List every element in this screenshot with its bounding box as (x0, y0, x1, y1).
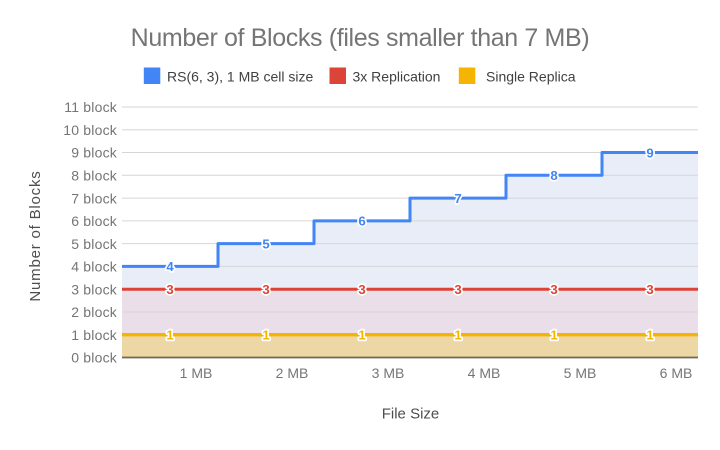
svg-text:5 block: 5 block (71, 236, 118, 252)
svg-text:1: 1 (454, 328, 461, 343)
svg-text:Single Replica: Single Replica (486, 69, 576, 85)
svg-text:RS(6, 3), 1 MB cell size: RS(6, 3), 1 MB cell size (167, 69, 313, 85)
svg-text:9 block: 9 block (71, 145, 118, 161)
svg-text:1: 1 (646, 328, 653, 343)
svg-text:6 block: 6 block (71, 213, 118, 229)
svg-text:7 block: 7 block (71, 190, 118, 206)
svg-text:3: 3 (646, 282, 653, 297)
svg-text:7: 7 (454, 191, 461, 206)
svg-text:10 block: 10 block (63, 122, 118, 138)
svg-text:4 MB: 4 MB (468, 365, 501, 381)
svg-text:4: 4 (166, 259, 174, 274)
svg-text:1 MB: 1 MB (180, 365, 213, 381)
svg-text:0 block: 0 block (71, 350, 118, 366)
svg-text:8: 8 (550, 168, 557, 183)
svg-text:Number of Blocks (files smalle: Number of Blocks (files smaller than 7 M… (131, 24, 590, 52)
svg-text:3 MB: 3 MB (372, 365, 405, 381)
svg-text:9: 9 (646, 145, 653, 160)
svg-text:3 block: 3 block (71, 281, 118, 297)
svg-text:3: 3 (454, 282, 461, 297)
svg-text:3: 3 (166, 282, 173, 297)
svg-text:3: 3 (550, 282, 557, 297)
svg-text:6 MB: 6 MB (660, 365, 693, 381)
svg-text:5: 5 (262, 236, 269, 251)
svg-text:2 block: 2 block (71, 304, 118, 320)
svg-text:1: 1 (166, 328, 173, 343)
svg-text:8 block: 8 block (71, 168, 118, 184)
svg-text:11 block: 11 block (64, 99, 118, 115)
svg-text:1: 1 (550, 328, 557, 343)
svg-text:6: 6 (358, 214, 365, 229)
svg-text:1 block: 1 block (71, 327, 118, 343)
svg-text:Number of Blocks: Number of Blocks (27, 170, 44, 301)
svg-text:4 block: 4 block (71, 259, 118, 275)
svg-text:3: 3 (262, 282, 269, 297)
svg-text:File Size: File Size (382, 406, 440, 423)
svg-text:2 MB: 2 MB (276, 365, 309, 381)
svg-text:3: 3 (358, 282, 365, 297)
svg-text:1: 1 (358, 328, 365, 343)
svg-text:3x Replication: 3x Replication (353, 69, 441, 85)
svg-text:1: 1 (262, 328, 269, 343)
svg-text:5 MB: 5 MB (564, 365, 597, 381)
